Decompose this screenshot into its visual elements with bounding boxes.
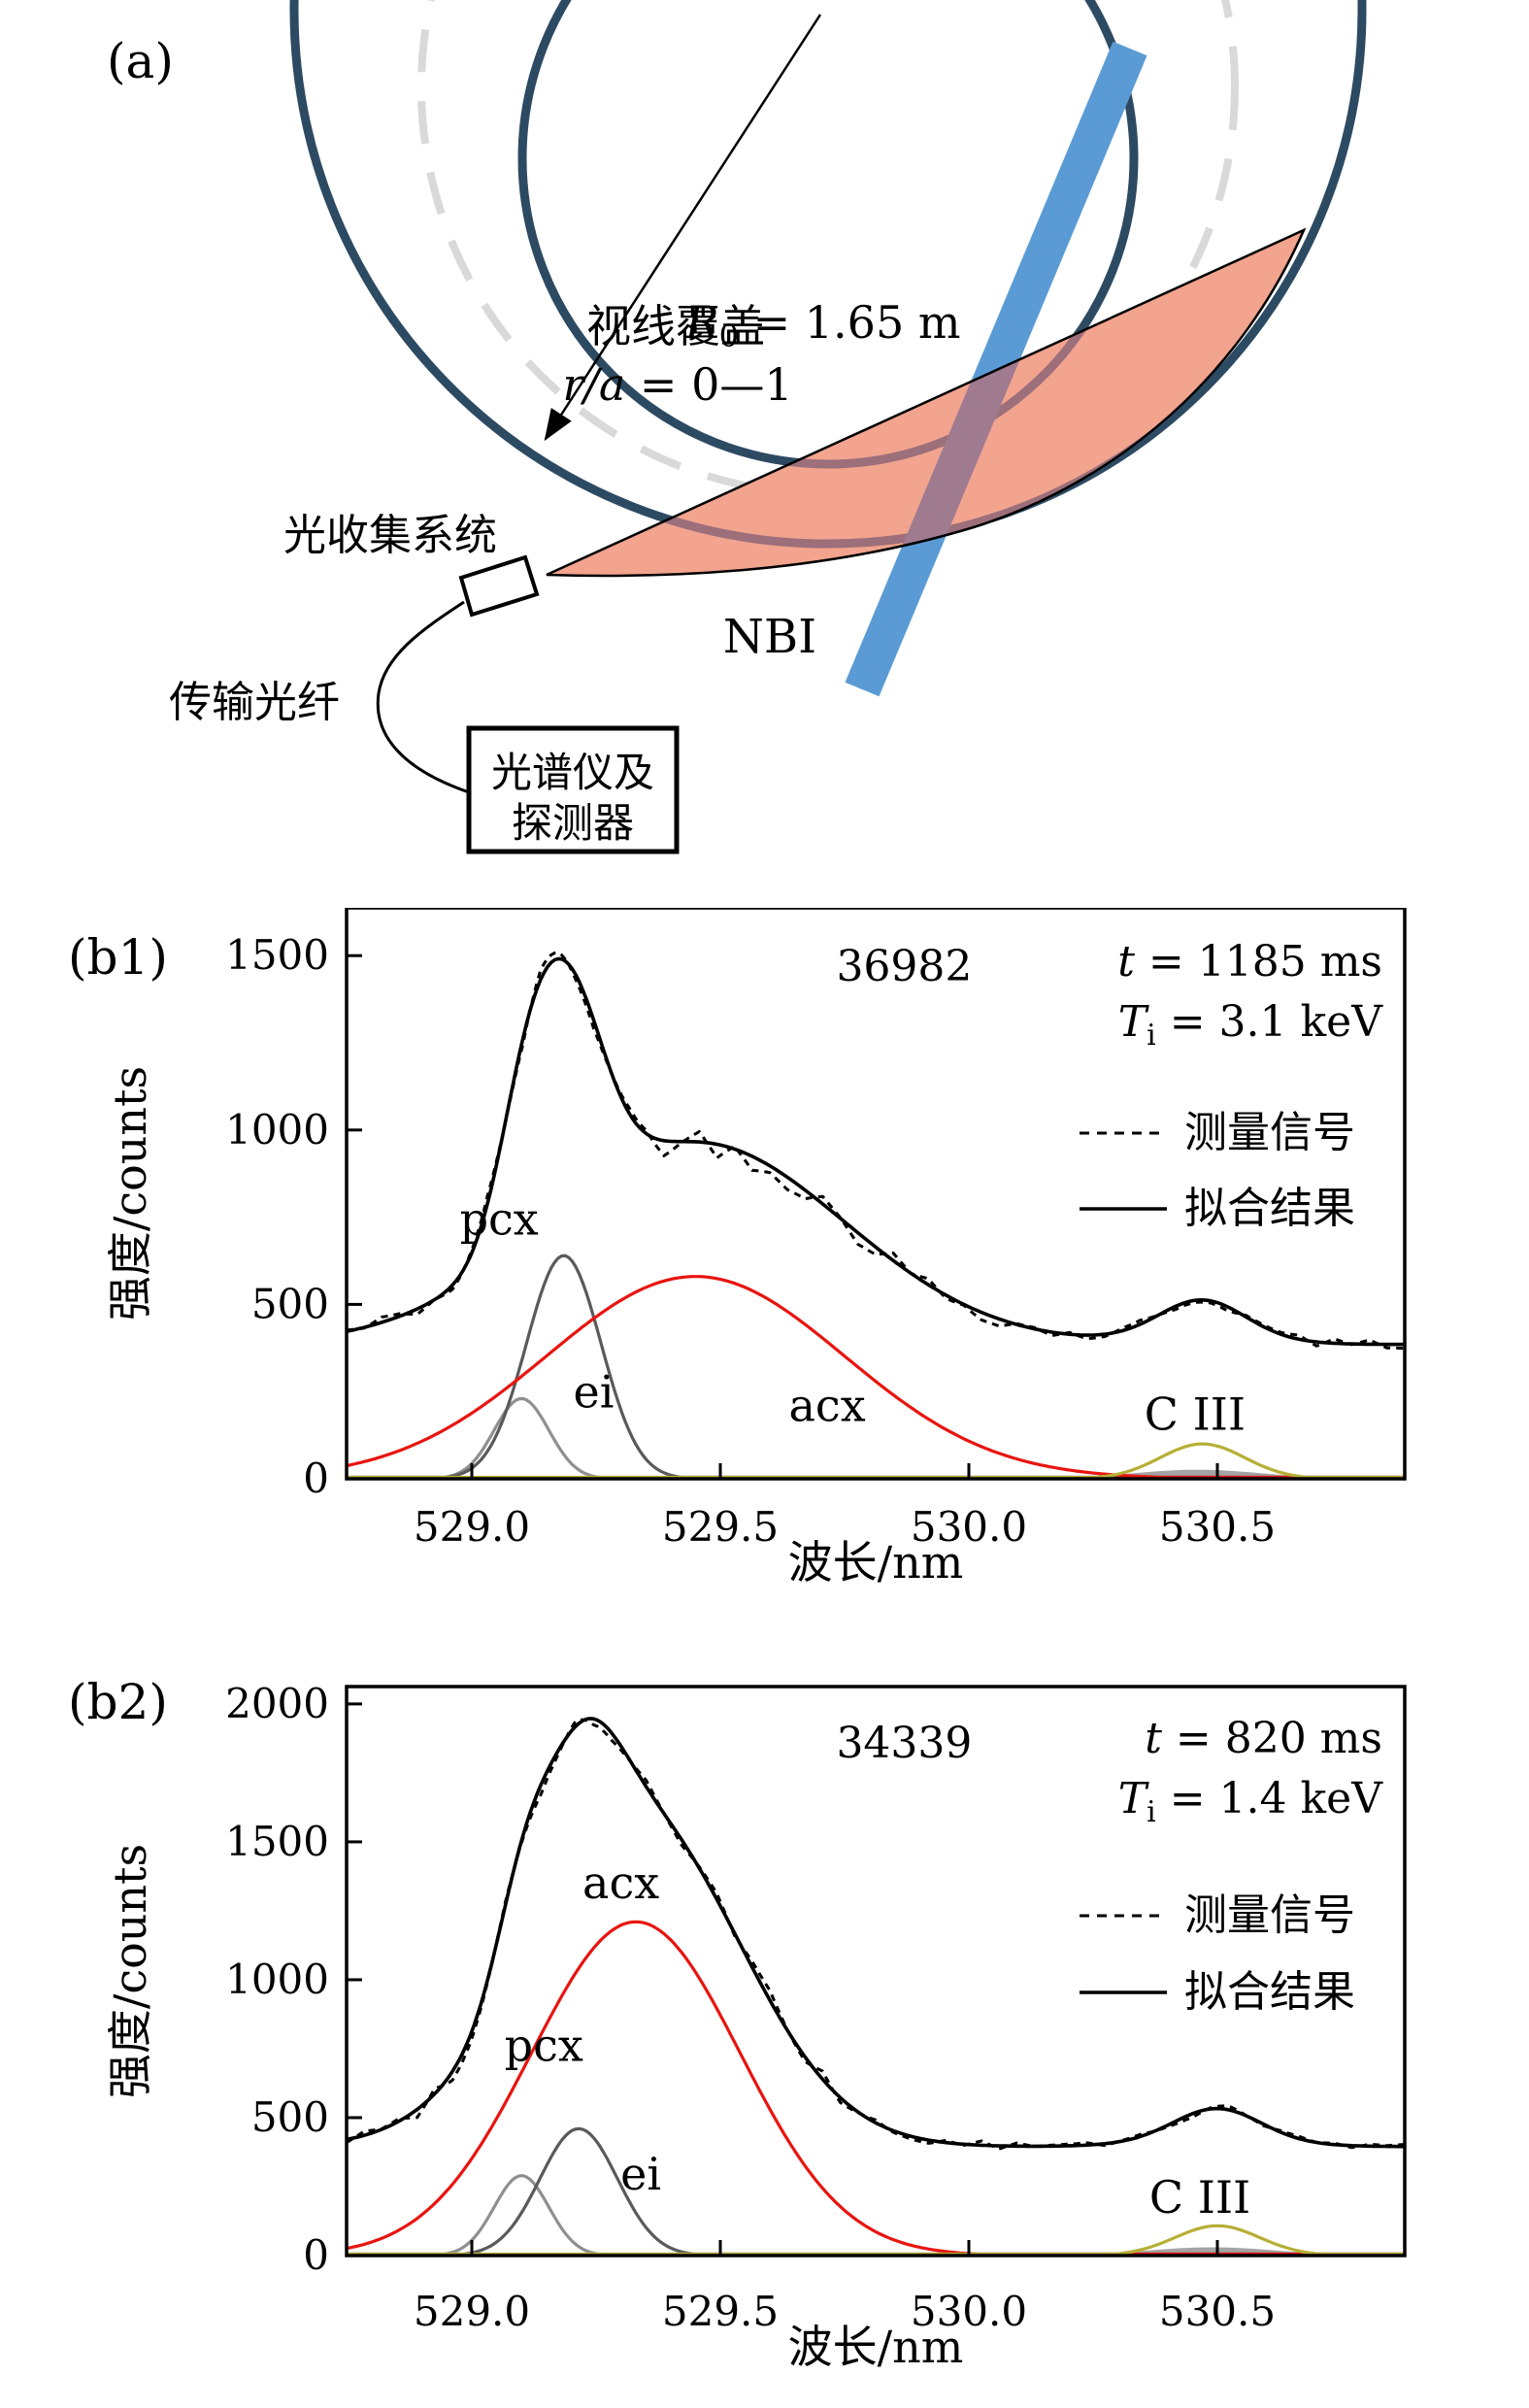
- nbi-label: NBI: [723, 610, 816, 664]
- x-axis-label: 波长/nm: [788, 2321, 964, 2373]
- component-label-acx: acx: [789, 1380, 866, 1432]
- y-tick-label: 0: [303, 2231, 329, 2279]
- collection-optics-box: [458, 554, 540, 618]
- panel-a-diagram: (a) R0 = 1.65 m 视线覆盖 r/a = 0—1 光收集系统 传输光…: [107, 0, 1367, 854]
- component-curve-acx: [346, 1275, 1405, 1480]
- y-tick-label: 500: [251, 1280, 329, 1327]
- y-tick-label: 1500: [225, 931, 329, 979]
- info-line: t = 820 ms: [1145, 1714, 1382, 1763]
- x-tick-label: 529.5: [662, 2288, 779, 2335]
- chart-b2: 529.0 529.5 530.0 530.5 0 500 1000 1500 2000 波长/n…: [68, 1674, 1407, 2373]
- info-line: Ti = 1.4 keV: [1118, 1774, 1383, 1829]
- spectrometer-label-line1: 光谱仪及: [491, 749, 654, 796]
- r0-label: R0 = 1.65 m: [684, 296, 960, 354]
- component-label-pcx: pcx: [505, 2020, 583, 2072]
- panel-label: (b2): [68, 1674, 168, 1730]
- component-label-ei: ei: [573, 1365, 614, 1418]
- component-curve-pcx: [347, 1254, 1405, 1480]
- measured-curve: [346, 1718, 1406, 2151]
- component-label-acx: acx: [582, 1856, 659, 1909]
- fit-curve: [346, 1717, 1405, 2149]
- y-tick-label: 1000: [225, 1106, 329, 1154]
- legend-label: 测量信号: [1184, 1890, 1355, 1940]
- spectrometer-box: [466, 725, 680, 854]
- x-tick-label: 530.5: [1159, 1503, 1276, 1551]
- x-axis-label: 波长/nm: [788, 1536, 964, 1589]
- component-label-pcx: pcx: [460, 1193, 539, 1246]
- panel-label: (b1): [68, 929, 168, 986]
- info-line: Ti = 3.1 keV: [1118, 997, 1383, 1053]
- legend-label: 测量信号: [1184, 1108, 1355, 1157]
- y-tick-label: 500: [251, 2093, 329, 2141]
- legend-label: 拟合结果: [1184, 1184, 1355, 1233]
- y-tick-label: 0: [303, 1455, 329, 1502]
- collection-label: 光收集系统: [283, 511, 497, 560]
- sightline-caption-line2: r/a = 0—1: [562, 358, 792, 411]
- chart-b1: 529.0 529.5 530.0 530.5 0 500 1000 1500 波长/nm 强度/…: [68, 908, 1407, 1589]
- panel-a-label: (a): [107, 33, 174, 89]
- flux-surface-dashed-circle: [417, 0, 1239, 498]
- shot-number: 36982: [836, 942, 972, 991]
- x-tick-label: 529.5: [662, 1503, 779, 1551]
- component-label-ei: ei: [620, 2148, 661, 2200]
- spectrometer-label-line2: 探测器: [512, 799, 634, 847]
- axes-box: [345, 1685, 1407, 2258]
- legend-label: 拟合结果: [1184, 1967, 1355, 2017]
- sightline-fan-outline: [546, 227, 1307, 578]
- x-tick-label: 530.5: [1159, 2288, 1276, 2335]
- r0-arrow: [544, 14, 822, 442]
- sightline-caption-line1: 视线覆盖: [586, 300, 765, 352]
- x-tick-label: 530.0: [911, 2288, 1027, 2335]
- y-tick-label: 1500: [225, 1818, 329, 1865]
- fiber-curve: [376, 600, 470, 794]
- x-tick-label: 529.0: [414, 2288, 530, 2335]
- axes-box: [345, 908, 1407, 1481]
- component-label-ciii: C III: [1145, 1388, 1246, 1441]
- x-tick-label: 529.0: [414, 1503, 530, 1551]
- component-label-ciii: C III: [1149, 2171, 1250, 2224]
- x-tick-label: 530.0: [911, 1503, 1027, 1551]
- y-tick-label: 1000: [225, 1956, 329, 2003]
- fiber-label: 传输光纤: [169, 678, 340, 727]
- y-axis-label: 强度/counts: [104, 1844, 156, 2098]
- info-line: t = 1185 ms: [1117, 937, 1382, 987]
- shot-number: 34339: [836, 1719, 972, 1768]
- y-axis-label: 强度/counts: [104, 1066, 156, 1321]
- y-tick-label: 2000: [225, 1680, 329, 1727]
